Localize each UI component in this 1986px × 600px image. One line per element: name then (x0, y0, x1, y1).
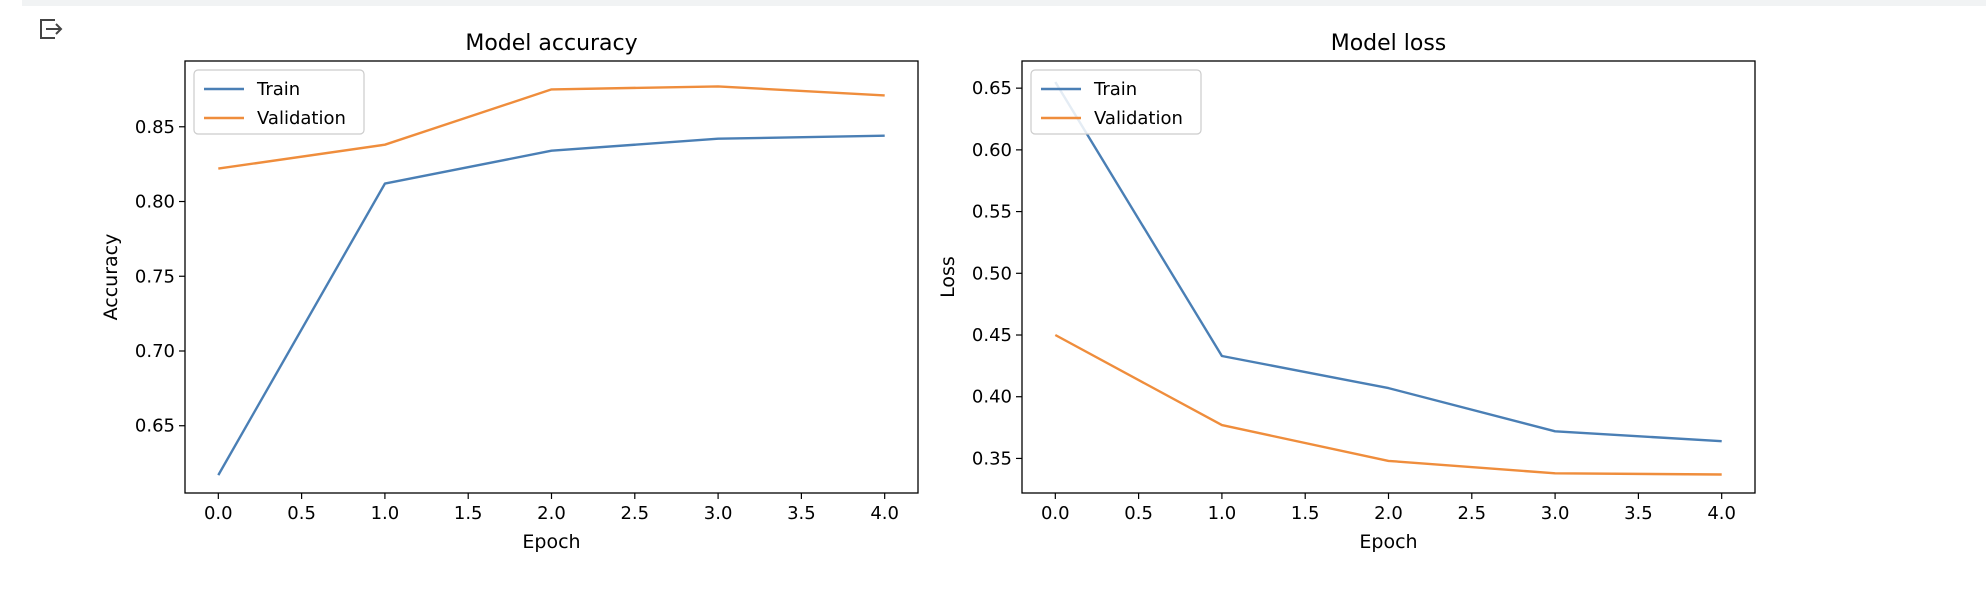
x-tick-label: 3.5 (787, 503, 816, 524)
cell-top-bar (22, 0, 1986, 6)
x-tick-label: 0.5 (287, 503, 316, 524)
series-line-train (1054, 81, 1722, 443)
x-tick-label: 0.0 (204, 503, 233, 524)
x-tick-label: 2.5 (620, 503, 649, 524)
chart-accuracy: Model accuracy 0.0 0.5 1.0 1.5 2.0 2.5 3.0 3.5 4.… (100, 31, 919, 553)
y-tick-label: 0.35 (972, 448, 1012, 469)
y-tick-label: 0.65 (135, 416, 175, 437)
y-tick-label: 0.65 (972, 78, 1012, 99)
series-line-validation (218, 85, 885, 170)
y-tick-label: 0.75 (135, 266, 175, 287)
x-tick-label: 1.0 (1208, 503, 1237, 524)
x-tick-label: 2.0 (537, 503, 566, 524)
chart-loss: Model loss 0.0 0.5 1.0 1.5 2.0 2.5 3.0 3.5 4.0 0.3… (937, 31, 1756, 553)
legend: Train Validation (193, 69, 365, 135)
y-tick-label: 0.80 (135, 192, 175, 213)
x-tick-label: 3.0 (704, 503, 733, 524)
y-tick-label: 0.85 (135, 117, 175, 138)
x-tick-label: 4.0 (1707, 503, 1736, 524)
legend-label: Validation (257, 108, 346, 129)
series-line-train (217, 134, 885, 476)
y-tick-label: 0.55 (972, 202, 1012, 223)
series-line-validation (1054, 333, 1722, 476)
y-tick-label: 0.50 (972, 263, 1012, 284)
y-tick-label: 0.60 (972, 140, 1012, 161)
y-tick-label: 0.70 (135, 341, 175, 362)
legend-label: Train (1093, 79, 1137, 100)
y-tick-label: 0.45 (972, 325, 1012, 346)
output-redirect-icon[interactable] (35, 14, 65, 44)
x-axis-label: Epoch (1359, 531, 1417, 553)
y-axis-label: Accuracy (100, 234, 122, 321)
x-tick-label: 3.0 (1541, 503, 1570, 524)
chart-title: Model loss (1331, 31, 1447, 56)
y-tick-label: 0.40 (972, 387, 1012, 408)
x-tick-label: 1.0 (371, 503, 400, 524)
chart-title: Model accuracy (465, 31, 637, 56)
x-tick-label: 3.5 (1624, 503, 1653, 524)
x-tick-label: 4.0 (870, 503, 899, 524)
legend: Train Validation (1030, 69, 1202, 135)
y-axis-label: Loss (937, 256, 959, 298)
legend-label: Train (256, 79, 300, 100)
x-tick-label: 0.5 (1124, 503, 1153, 524)
x-tick-label: 1.5 (454, 503, 483, 524)
x-axis-label: Epoch (522, 531, 580, 553)
legend-label: Validation (1094, 108, 1183, 129)
x-tick-label: 2.5 (1457, 503, 1486, 524)
x-tick-label: 0.0 (1041, 503, 1070, 524)
x-tick-label: 2.0 (1374, 503, 1403, 524)
x-tick-label: 1.5 (1291, 503, 1320, 524)
